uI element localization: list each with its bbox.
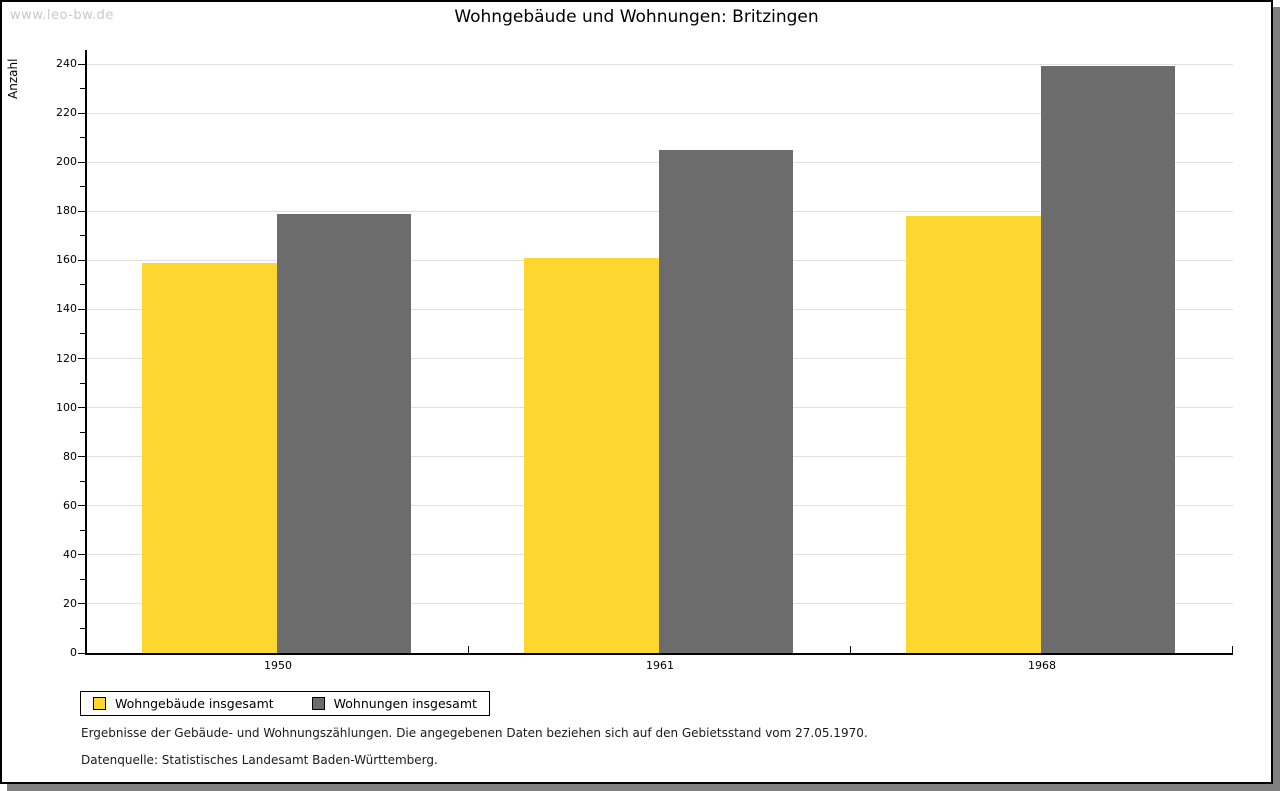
y-tick-label: 20 [63, 596, 77, 610]
y-tick-label: 80 [63, 449, 77, 463]
y-minor-tick [80, 480, 85, 482]
y-major-tick [78, 358, 85, 359]
y-major-tick [78, 554, 85, 556]
y-tick-label: 120 [56, 351, 77, 365]
y-tick-label: 240 [56, 57, 77, 70]
legend: Wohngebäude insgesamt Wohnungen insgesamt [80, 691, 490, 716]
y-axis-label: Anzahl [6, 58, 20, 99]
y-minor-tick [80, 431, 85, 433]
gridline [87, 112, 1233, 114]
y-tick-label: 60 [63, 498, 77, 512]
y-minor-tick [80, 382, 85, 384]
y-major-tick [78, 505, 85, 507]
legend-entry: Wohnungen insgesamt [311, 696, 477, 711]
y-tick-label: 220 [56, 106, 77, 120]
y-tick-label: 40 [63, 547, 77, 561]
x-boundary-tick [850, 646, 851, 653]
y-minor-tick [80, 578, 85, 580]
y-minor-tick [80, 186, 85, 188]
y-minor-tick [80, 333, 85, 335]
legend-label: Wohngebäude insgesamt [115, 696, 274, 711]
y-major-tick [78, 308, 85, 310]
y-major-tick [78, 603, 85, 605]
plot-area: 0 20 40 60 80 100 120 140 160 180 200 220 240 1950 196… [56, 50, 1233, 672]
bar-1950-wohnungen [276, 213, 412, 653]
bar-1961-wohngebaeude [524, 257, 659, 653]
watermark: www.leo-bw.de [10, 8, 114, 23]
bar-1950-wohngebaeude [142, 262, 277, 653]
footnotes: Ergebnisse der Gebäude- und Wohnungszähl… [81, 726, 868, 780]
bar-1968-wohnungen [1040, 66, 1176, 653]
y-major-tick [78, 456, 85, 458]
footnote-data-source: Datenquelle: Statistisches Landesamt Bad… [81, 753, 438, 767]
x-tick-label: 1950 [264, 659, 292, 672]
y-major-tick [78, 259, 85, 261]
y-major-tick [78, 112, 85, 114]
y-tick-label: 200 [56, 155, 77, 169]
y-tick-label: 100 [56, 400, 77, 414]
y-major-tick [78, 210, 85, 212]
x-tick-label: 1968 [1028, 659, 1056, 672]
x-tick-label: 1961 [646, 659, 674, 672]
gridline [87, 63, 1233, 65]
y-minor-tick [80, 137, 85, 139]
y-tick-label: 160 [56, 253, 77, 267]
y-tick-label: 140 [56, 302, 77, 316]
legend-entry: Wohngebäude insgesamt [93, 696, 274, 711]
y-major-tick [78, 652, 85, 654]
y-tick-label: 180 [56, 204, 77, 218]
y-minor-tick [80, 529, 85, 531]
y-major-tick [78, 407, 85, 409]
y-major-tick [78, 63, 85, 65]
x-boundary-tick [1232, 646, 1233, 653]
bar-1961-wohnungen [658, 149, 794, 653]
legend-swatch-icon [93, 697, 106, 710]
y-minor-tick [80, 235, 85, 237]
legend-label: Wohnungen insgesamt [333, 696, 477, 711]
bar-1968-wohngebaeude [906, 216, 1041, 653]
y-minor-tick [80, 88, 85, 90]
y-minor-tick [80, 627, 85, 629]
y-axis-line [85, 50, 87, 64]
legend-swatch-icon [311, 697, 325, 710]
footnote-source-note: Ergebnisse der Gebäude- und Wohnungszähl… [81, 726, 868, 740]
y-major-tick [78, 161, 85, 163]
chart-title: Wohngebäude und Wohnungen: Britzingen [454, 7, 819, 27]
x-boundary-tick [468, 646, 469, 653]
y-minor-tick [80, 284, 85, 286]
y-tick-label: 0 [70, 646, 77, 659]
